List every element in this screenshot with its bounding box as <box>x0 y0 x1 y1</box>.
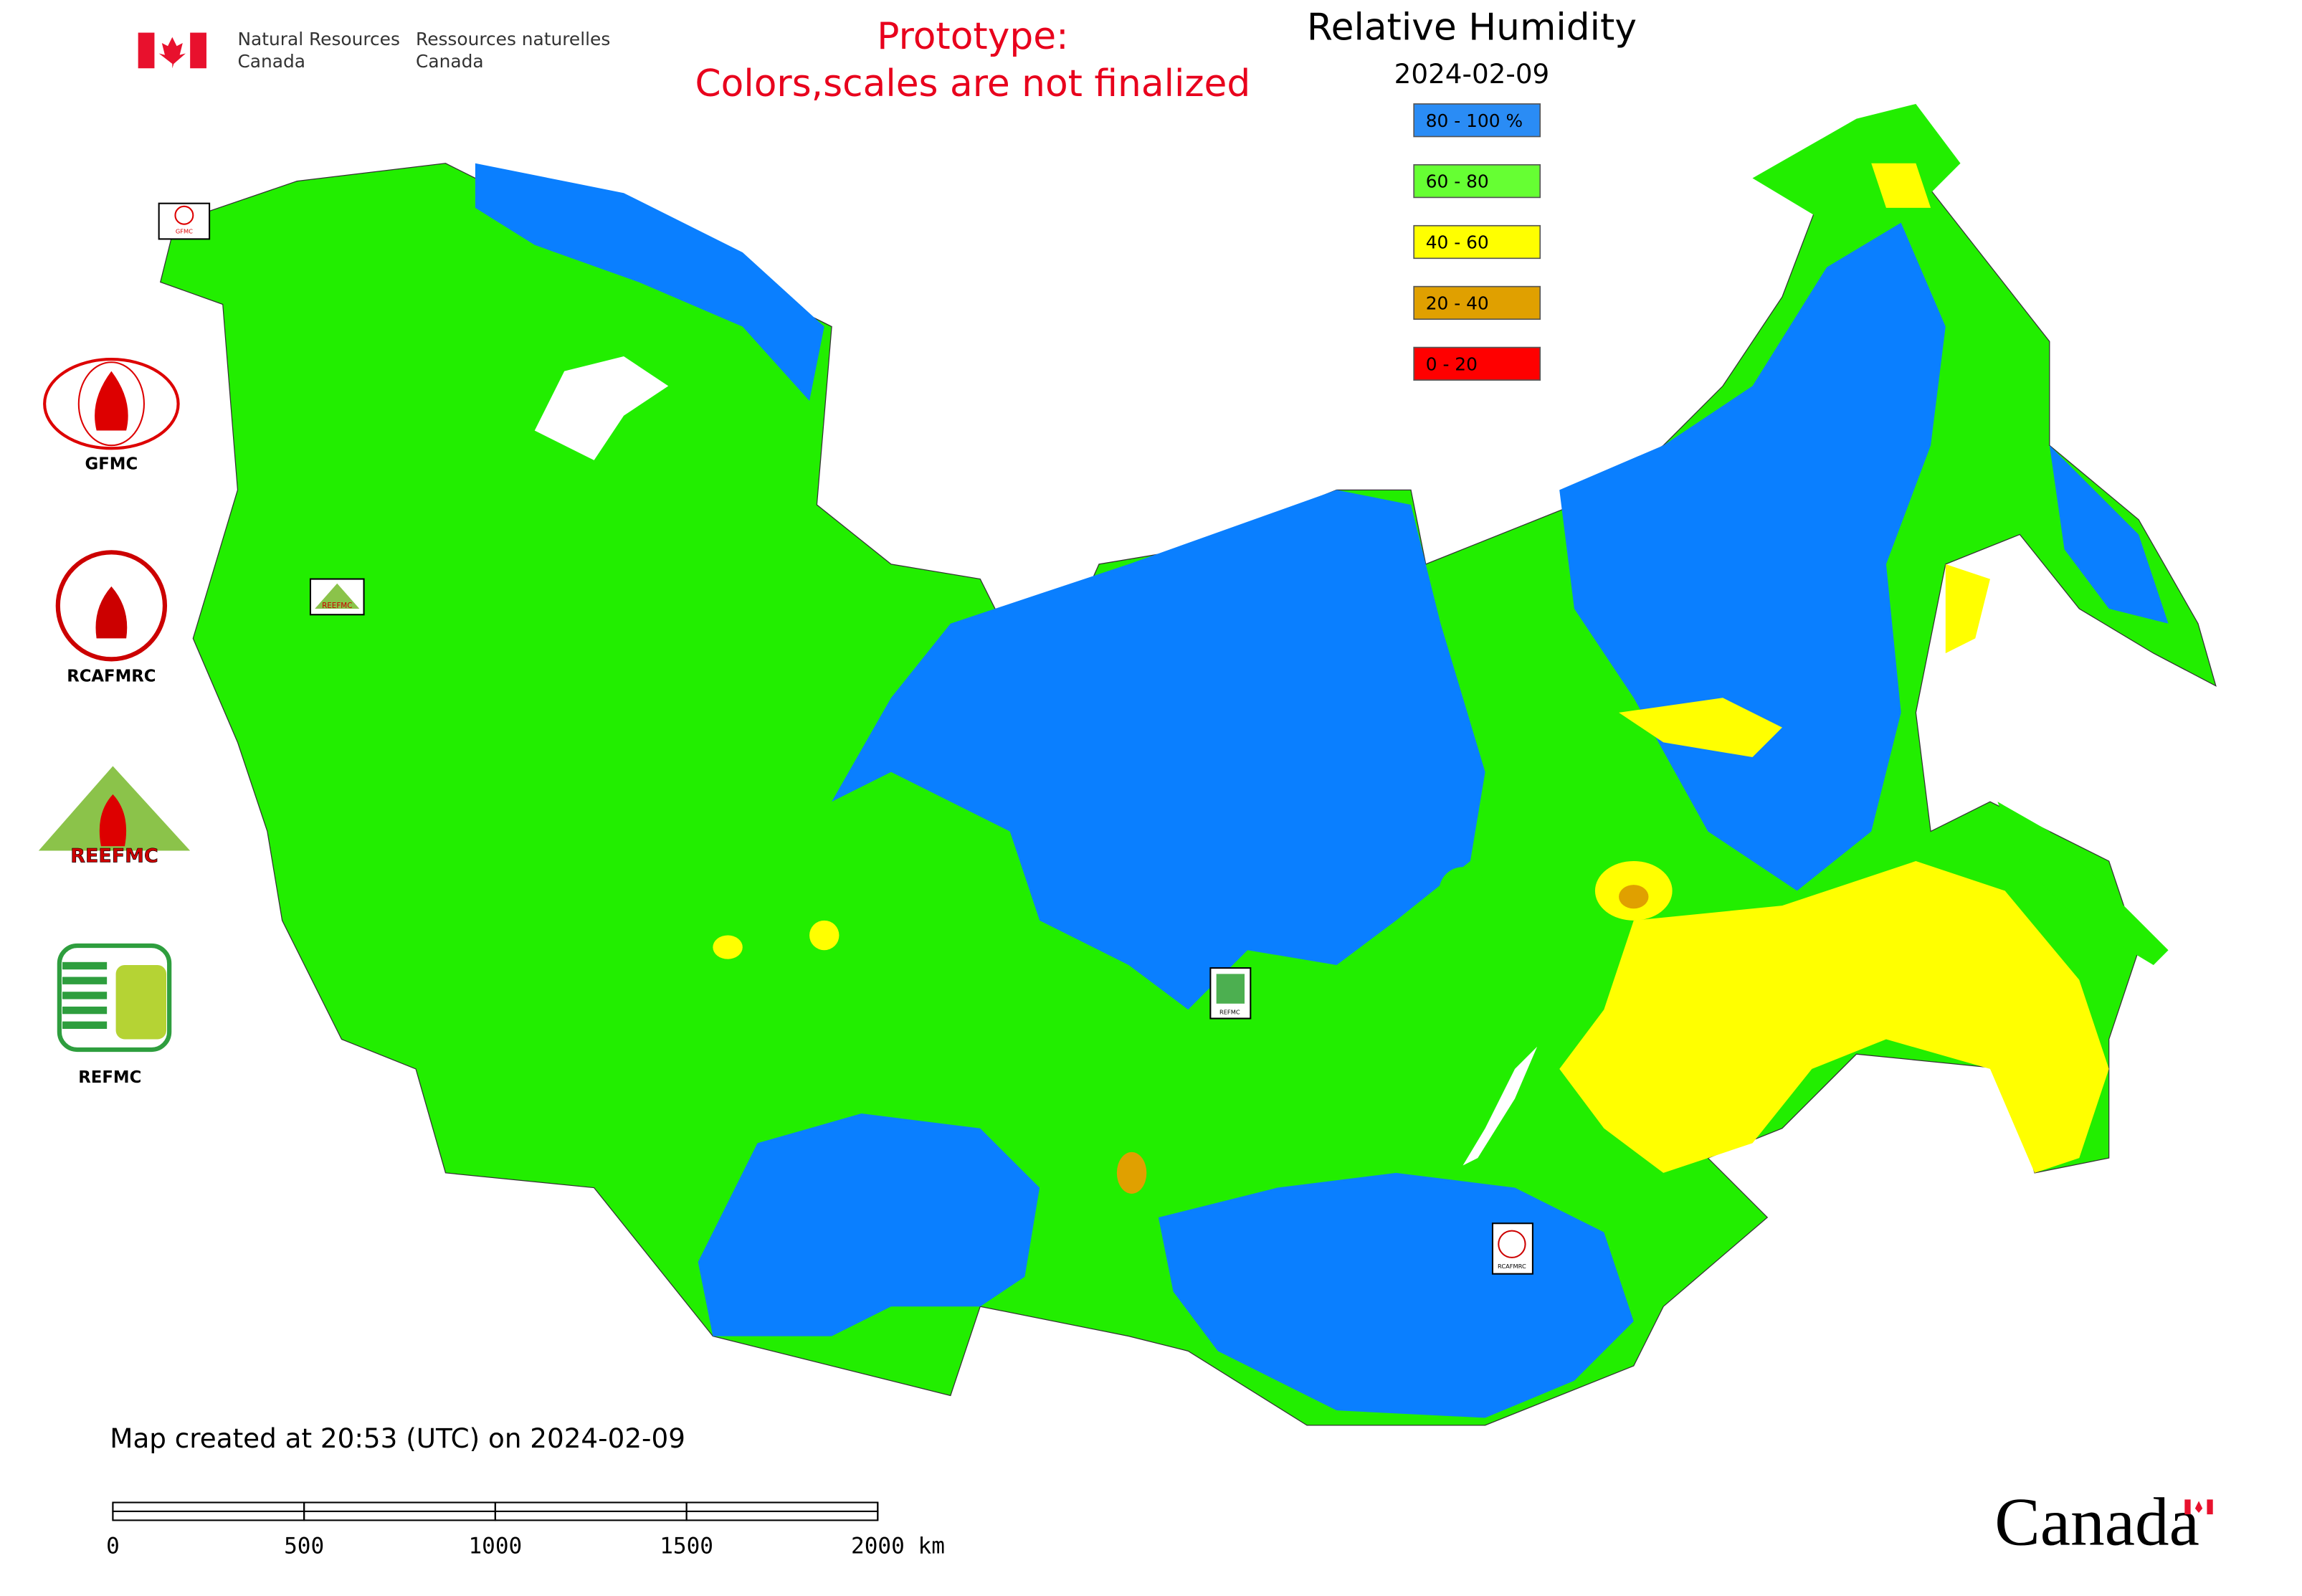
department-en: Natural Resources <box>237 29 399 49</box>
marker-reefmc: REEFMC <box>309 578 365 616</box>
department-fr: Canada <box>416 51 484 72</box>
department-en: Canada <box>237 51 305 72</box>
humidity-blue <box>2049 445 2169 624</box>
canada-flag <box>138 32 206 69</box>
logo-reefmc: REEFMC <box>38 766 191 868</box>
marker-label: RCAFMRC <box>1498 1263 1526 1270</box>
map: GFMC REEFMC REFMC RCAFMRC <box>158 103 2217 1426</box>
legend-swatch <box>1413 224 1541 260</box>
map-date: 2024-02-09 <box>1394 58 1550 90</box>
logo-refmc: REFMC <box>57 943 172 1087</box>
marker-refmc: REFMC <box>1209 967 1252 1020</box>
humidity-yellow <box>1559 861 2109 1173</box>
legend-swatch <box>1413 103 1541 138</box>
logo-label: REFMC <box>78 1068 141 1087</box>
scale-bar: 0 500 1000 1500 2000 km <box>106 1501 945 1559</box>
humidity-orange <box>1116 1151 1147 1194</box>
legend-label: 0 - 20 <box>1426 353 1478 374</box>
land-green <box>1439 867 1487 915</box>
scale-label: 500 <box>284 1534 324 1559</box>
humidity-yellow <box>1945 564 1990 654</box>
logo-label: GFMC <box>85 455 138 474</box>
scale-segment <box>494 1501 688 1513</box>
humidity-blue <box>832 490 1485 1010</box>
canada-wordmark: Canada <box>1994 1484 2199 1560</box>
land-green <box>1997 802 2169 965</box>
scale-segment <box>685 1510 879 1521</box>
scale-label: 2000 km <box>851 1534 945 1559</box>
prototype-notice: Colors,scales are not finalized <box>695 62 1251 105</box>
scale-segment <box>685 1501 879 1513</box>
humidity-yellow <box>1619 698 1782 758</box>
department-fr: Ressources naturelles <box>416 29 610 49</box>
legend-swatch <box>1413 285 1541 320</box>
legend-swatch <box>1413 164 1541 199</box>
scale-label: 1500 <box>660 1534 713 1559</box>
white-sea <box>534 356 669 460</box>
legend-label: 40 - 60 <box>1426 232 1489 253</box>
marker-label: REFMC <box>1219 1009 1240 1016</box>
marker-gfmc: GFMC <box>158 202 211 240</box>
logo-gfmc: GFMC <box>43 358 180 474</box>
humidity-blue <box>475 163 824 402</box>
logo-rcafmrc: RCAFMRC <box>55 550 168 686</box>
logo-label: RCAFMRC <box>67 668 156 686</box>
scale-label: 1000 <box>468 1534 522 1559</box>
prototype-notice: Prototype: <box>877 15 1068 58</box>
humidity-yellow <box>809 920 840 951</box>
scale-segment <box>112 1501 305 1513</box>
scale-segment <box>303 1510 496 1521</box>
marker-label: REEFMC <box>322 602 352 610</box>
humidity-orange <box>1619 885 1649 909</box>
map-title: Relative Humidity <box>1307 6 1637 49</box>
legend: 80 - 100 % 60 - 80 40 - 60 20 - 40 0 - 20 <box>1413 103 1541 381</box>
logo-label: REEFMC <box>70 845 158 867</box>
scale-segment <box>303 1501 496 1513</box>
legend-label: 80 - 100 % <box>1426 110 1523 131</box>
scale-segment <box>112 1510 305 1521</box>
scale-segment <box>494 1510 688 1521</box>
wordmark-flag <box>2184 1499 2213 1515</box>
humidity-blue <box>698 1113 1040 1336</box>
scale-label: 0 <box>106 1534 120 1559</box>
marker-label: GFMC <box>176 228 193 235</box>
humidity-yellow <box>713 935 743 959</box>
humidity-yellow <box>1871 163 1931 208</box>
map-created-note: Map created at 20:53 (UTC) on 2024-02-09 <box>110 1422 685 1454</box>
lake <box>1462 1046 1538 1166</box>
marker-rcafmrc: RCAFMRC <box>1491 1222 1533 1275</box>
legend-label: 20 - 40 <box>1426 293 1489 313</box>
legend-label: 60 - 80 <box>1426 171 1489 192</box>
legend-swatch <box>1413 346 1541 381</box>
